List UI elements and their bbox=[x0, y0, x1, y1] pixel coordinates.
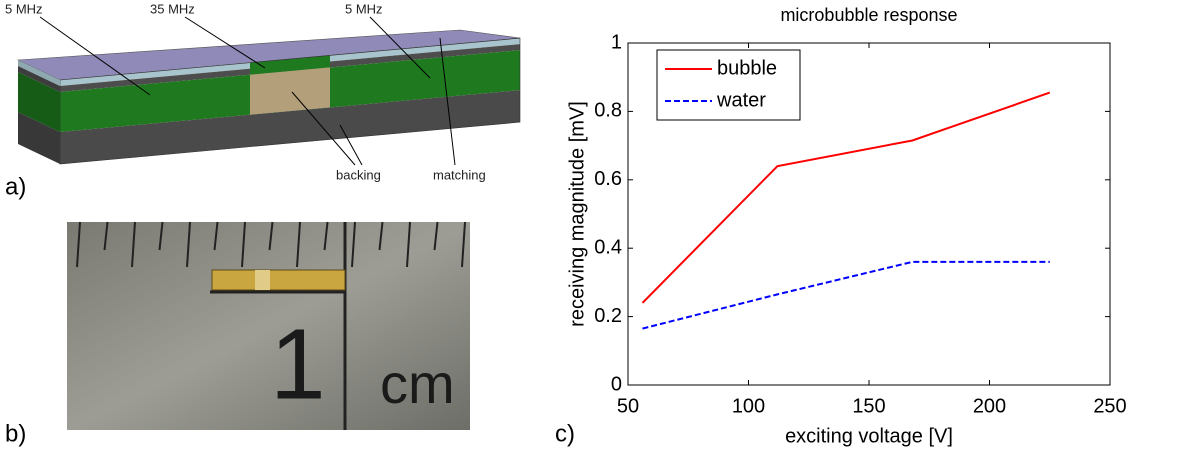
y-axis-label: receiving magnitude [mV] bbox=[566, 101, 588, 327]
legend-label: water bbox=[716, 89, 766, 111]
ruler-tick bbox=[76, 221, 81, 268]
ruler-tick bbox=[241, 221, 246, 268]
panel-label: a) bbox=[5, 173, 26, 200]
panel-label: c) bbox=[555, 420, 575, 447]
side-face bbox=[18, 60, 60, 165]
chart: microbubble response exciting voltage [V… bbox=[566, 5, 1126, 448]
ruler-tick bbox=[268, 221, 274, 251]
diagram-label: 35 MHz bbox=[150, 1, 195, 16]
y-tick-label: 0 bbox=[611, 373, 622, 395]
y-tick-label: 1 bbox=[611, 31, 622, 53]
ruler-tick bbox=[158, 221, 164, 251]
ruler-tick bbox=[351, 221, 356, 268]
ruler-tick bbox=[406, 221, 411, 268]
legend-box bbox=[656, 49, 801, 121]
ruler-tick bbox=[213, 221, 219, 251]
y-tick-label: 0.2 bbox=[594, 305, 622, 327]
ruler-tick bbox=[378, 221, 384, 251]
y-tick-label: 0.6 bbox=[594, 168, 622, 190]
device bbox=[211, 269, 346, 291]
ruler-tick bbox=[186, 221, 191, 268]
panel-label: b) bbox=[5, 420, 26, 447]
legend-label: bubble bbox=[717, 57, 777, 79]
ruler-tick bbox=[461, 221, 466, 268]
x-tick-label: 250 bbox=[1093, 395, 1126, 417]
ruler-tick bbox=[323, 221, 329, 251]
y-tick-label: 0.4 bbox=[594, 236, 622, 258]
diagram-label: 5 MHz bbox=[345, 1, 383, 16]
ruler-tick bbox=[131, 221, 136, 268]
ruler-tick bbox=[433, 221, 439, 251]
x-tick-label: 100 bbox=[732, 395, 765, 417]
ruler-tick bbox=[296, 221, 301, 268]
x-tick-label: 150 bbox=[852, 395, 885, 417]
leader-lines bbox=[39, 16, 456, 166]
chart-title: microbubble response bbox=[780, 5, 957, 25]
y-tick-label: 0.8 bbox=[594, 100, 622, 122]
series-line bbox=[641, 91, 1051, 304]
x-tick-label: 200 bbox=[973, 395, 1006, 417]
ruler-tick bbox=[103, 221, 109, 251]
diagram-label: 5 MHz bbox=[5, 1, 43, 16]
photo-label: 1 bbox=[270, 308, 326, 420]
x-axis-label: exciting voltage [V] bbox=[785, 425, 953, 447]
front-face bbox=[59, 37, 521, 165]
x-tick-label: 50 bbox=[617, 395, 639, 417]
series-line bbox=[642, 260, 1050, 330]
photo: 1 cm b) bbox=[5, 221, 470, 447]
diagram: 5 MHz 35 MHz 5 MHz backing matching a) bbox=[5, 1, 521, 200]
diagram-label: matching bbox=[433, 167, 486, 182]
photo-label: cm bbox=[380, 352, 455, 415]
diagram-label: backing bbox=[336, 167, 381, 182]
